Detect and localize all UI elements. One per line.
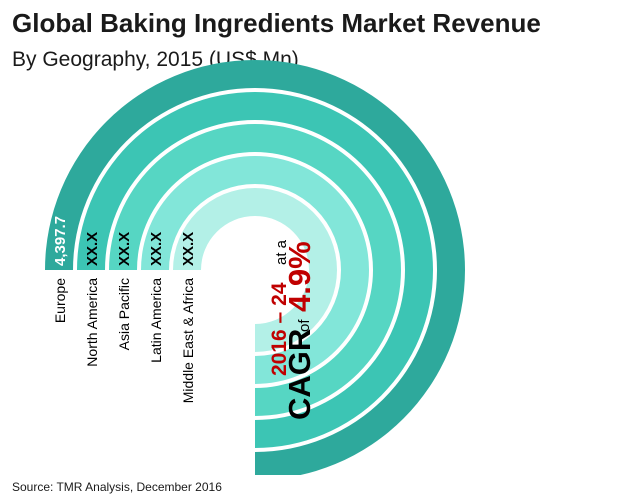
cagr-annotation: 2016 – 24 at a CAGR of 4.9%: [268, 239, 317, 420]
category-label-north-america: North America: [84, 278, 100, 367]
source-note: Source: TMR Analysis, December 2016: [12, 480, 222, 494]
cagr-label: CAGR: [282, 329, 317, 420]
cagr-at-text: at a: [273, 239, 290, 265]
value-label-middle-east-africa: XX.X: [180, 232, 197, 266]
category-label-asia-pacific: Asia Pacific: [116, 278, 132, 350]
value-label-asia-pacific: XX.X: [116, 232, 133, 266]
radial-bar-chart: Europe North America Asia Pacific Latin Ame…: [45, 60, 465, 475]
value-label-north-america: XX.X: [84, 232, 101, 266]
chart-title: Global Baking Ingredients Market Revenue: [12, 8, 541, 38]
cagr-of-text: of: [296, 319, 313, 332]
ring-middle-east-africa: [173, 188, 337, 352]
value-label-europe: 4,397.7: [52, 216, 69, 266]
category-label-latin-america: Latin America: [148, 278, 164, 363]
category-label-middle-east-africa: Middle East & Africa: [180, 278, 196, 403]
cagr-value: 4.9%: [282, 241, 317, 312]
value-label-latin-america: XX.X: [148, 232, 165, 266]
category-label-europe: Europe: [52, 278, 68, 323]
cagr-period: 2016 – 24: [268, 282, 291, 376]
